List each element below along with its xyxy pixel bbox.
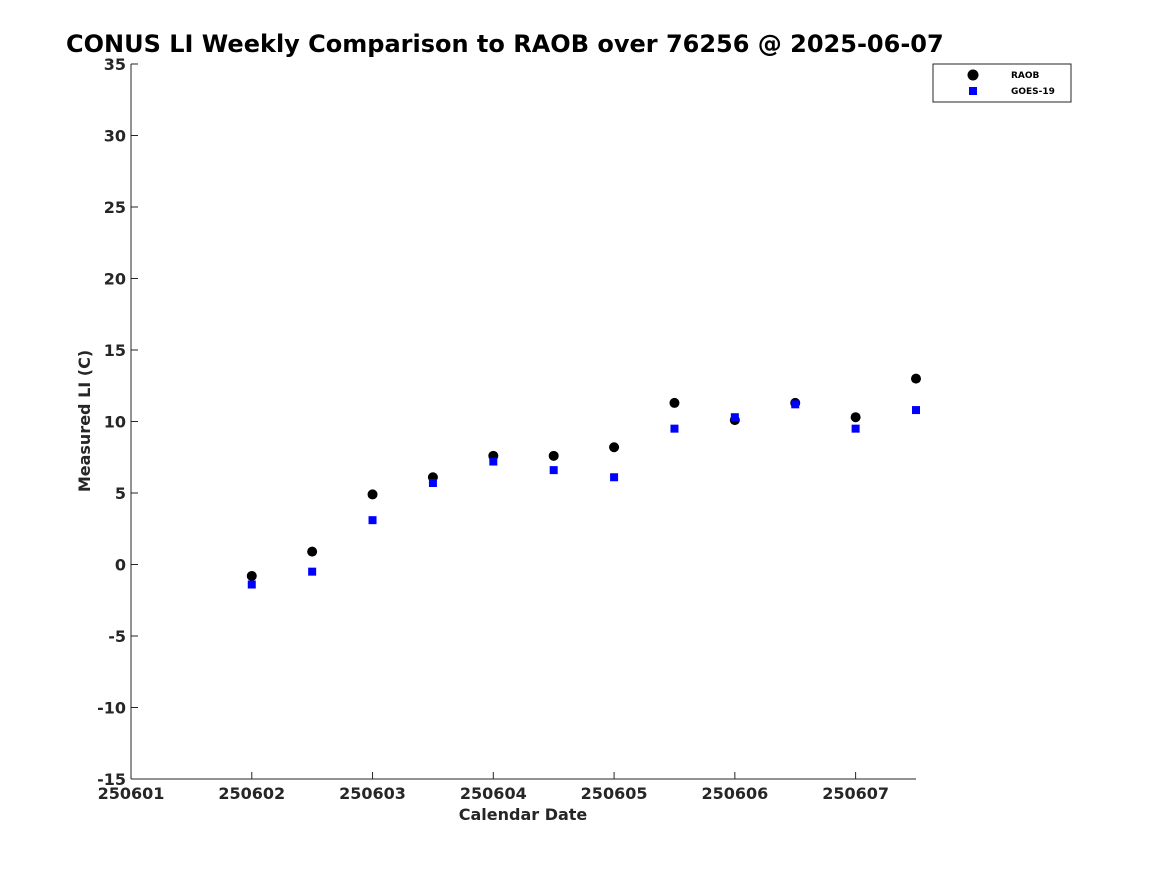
y-tick-label: -15: [97, 770, 126, 789]
goes19-point: [730, 413, 739, 422]
y-axis-label: Measured LI (C): [75, 350, 94, 492]
raob-point: [246, 570, 257, 581]
y-tick-label: 25: [104, 198, 126, 217]
y-tick-label: -5: [108, 627, 126, 646]
axes: [130, 64, 916, 780]
y-tick-label: 15: [104, 341, 126, 360]
y-tick-label: 20: [104, 270, 126, 289]
x-ticks: 250601 250602 250603 250604 250605 250606 2506…: [98, 772, 889, 803]
goes19-point: [489, 457, 498, 466]
legend-goes19-marker: [969, 87, 977, 95]
data-points: [246, 373, 921, 589]
goes19-point: [851, 424, 860, 433]
goes19-point: [308, 567, 317, 576]
raob-point: [367, 489, 378, 500]
y-tick-label: 0: [115, 556, 126, 575]
goes19-point: [247, 580, 256, 589]
goes19-point: [670, 424, 679, 433]
y-tick-label: -10: [97, 699, 126, 718]
goes19-point: [549, 466, 558, 475]
raob-point: [911, 373, 921, 384]
raob-point: [307, 546, 318, 557]
y-tick-label: 5: [115, 484, 126, 503]
x-tick-label: 250601: [98, 784, 165, 803]
legend-box: [932, 63, 1072, 103]
legend-raob-label: RAOB: [1011, 71, 1040, 81]
goes19-point: [428, 478, 437, 487]
y-tick-label: 10: [104, 413, 126, 432]
x-tick-label: 250607: [822, 784, 889, 803]
raob-point: [548, 450, 559, 461]
x-axis-label: Calendar Date: [459, 805, 588, 824]
goes19-point: [791, 400, 800, 409]
x-tick-label: 250606: [701, 784, 768, 803]
goes19-point: [610, 473, 619, 482]
x-tick-label: 250602: [218, 784, 285, 803]
y-ticks: -15 -10 -5 0 5 10 15 20 25 30 35: [97, 55, 138, 789]
y-tick-label: 35: [104, 55, 126, 74]
raob-point: [850, 412, 861, 423]
raob-point: [669, 397, 680, 408]
x-tick-label: 250604: [460, 784, 527, 803]
legend-goes19-label: GOES-19: [1011, 87, 1055, 97]
legend: RAOB GOES-19: [932, 63, 1072, 103]
raob-point: [609, 442, 620, 453]
y-tick-label: 30: [104, 127, 126, 146]
x-tick-label: 250605: [581, 784, 648, 803]
x-tick-label: 250603: [339, 784, 406, 803]
legend-raob-marker: [967, 69, 979, 81]
goes19-point: [368, 516, 377, 525]
goes19-point: [912, 406, 920, 415]
chart-title: CONUS LI Weekly Comparison to RAOB over …: [66, 30, 944, 58]
